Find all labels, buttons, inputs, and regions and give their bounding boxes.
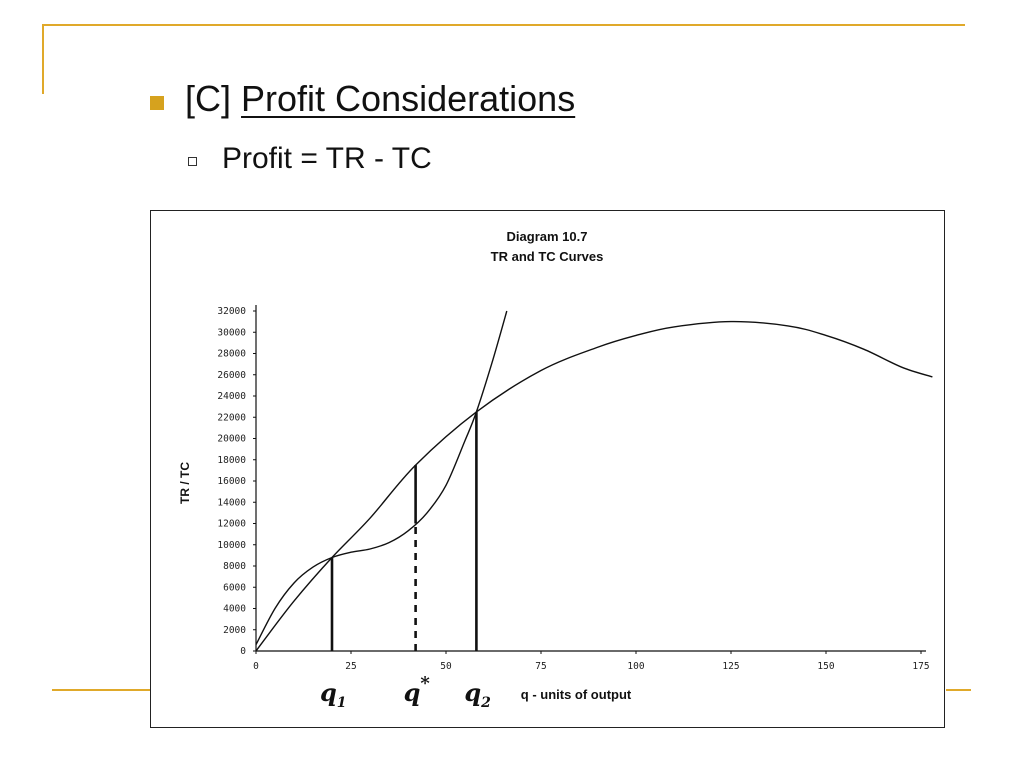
y-tick-label: 14000 — [217, 497, 246, 508]
y-tick-label: 26000 — [217, 370, 246, 381]
x-tick-label: 75 — [535, 661, 546, 672]
q-subscript: 2 — [480, 695, 491, 711]
y-axis-label: TR / TC — [178, 462, 192, 504]
main-bullet-icon — [150, 96, 164, 110]
x-tick-label: 50 — [440, 661, 452, 672]
x-tick-label: 100 — [627, 661, 644, 672]
y-tick-label: 10000 — [217, 540, 246, 551]
slide-heading: [C] Profit Considerations — [185, 78, 575, 120]
y-tick-label: 2000 — [223, 625, 246, 636]
y-tick-label: 12000 — [217, 519, 246, 530]
q-marker-label: q1 — [320, 678, 347, 711]
axes: 0 2000 4000 6000 8000 10000 12000 14000 16000 180… — [217, 305, 930, 672]
series-lines — [255, 310, 933, 652]
y-tick-label: 28000 — [217, 349, 246, 360]
tc-curve — [255, 310, 508, 645]
heading-title: Profit Considerations — [241, 78, 576, 119]
top-accent-line — [42, 24, 965, 26]
tr-tc-chart: Diagram 10.7 TR and TC Curves TR / TC q … — [178, 229, 933, 711]
x-tick-label: 175 — [912, 661, 929, 672]
y-tick-label: 22000 — [217, 412, 246, 423]
q-marker-label: q* — [404, 673, 431, 707]
tr-curve — [255, 320, 933, 652]
sub-bullet-icon — [188, 157, 197, 166]
bottom-accent-line-left — [52, 689, 150, 691]
heading-prefix: [C] — [185, 78, 232, 119]
chart-frame: Diagram 10.7 TR and TC Curves TR / TC q … — [150, 210, 945, 728]
chart-subtitle: TR and TC Curves — [491, 249, 604, 264]
q-marker-label: q2 — [464, 678, 491, 711]
q-superscript: * — [420, 673, 430, 694]
x-tick-label: 150 — [817, 661, 834, 672]
bottom-accent-line-right — [946, 689, 971, 691]
y-tick-label: 32000 — [217, 306, 246, 317]
y-tick-label: 20000 — [217, 434, 246, 445]
y-tick-label: 18000 — [217, 455, 246, 466]
y-tick-label: 6000 — [223, 582, 246, 593]
x-axis-label: q - units of output — [521, 687, 632, 702]
q-subscript: 1 — [337, 695, 347, 711]
y-tick-label: 24000 — [217, 391, 246, 402]
y-tick-label: 16000 — [217, 476, 246, 487]
profit-formula: Profit = TR - TC — [222, 142, 432, 175]
y-tick-label: 4000 — [223, 604, 246, 615]
left-accent-line — [42, 24, 44, 94]
x-tick-label: 125 — [722, 661, 739, 672]
x-tick-label: 25 — [345, 661, 356, 672]
y-tick-label: 8000 — [223, 561, 246, 572]
y-tick-label: 0 — [240, 646, 246, 657]
chart-title: Diagram 10.7 — [507, 229, 588, 244]
y-tick-label: 30000 — [217, 327, 246, 338]
x-tick-label: 0 — [253, 661, 259, 672]
